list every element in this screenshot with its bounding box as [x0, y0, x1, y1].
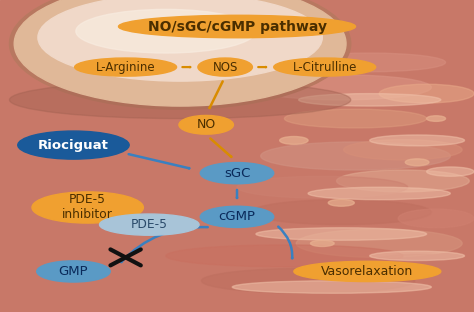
- Ellipse shape: [76, 9, 256, 53]
- Ellipse shape: [344, 140, 462, 160]
- Ellipse shape: [296, 229, 462, 257]
- Ellipse shape: [100, 214, 199, 235]
- Text: NO/sGC/cGMP pathway: NO/sGC/cGMP pathway: [147, 20, 327, 33]
- Ellipse shape: [256, 228, 427, 240]
- Ellipse shape: [398, 209, 474, 228]
- Ellipse shape: [310, 240, 334, 246]
- Ellipse shape: [232, 281, 431, 293]
- Ellipse shape: [200, 206, 274, 227]
- Ellipse shape: [308, 187, 450, 200]
- Ellipse shape: [9, 81, 351, 119]
- Ellipse shape: [32, 192, 143, 223]
- Ellipse shape: [251, 75, 431, 100]
- Ellipse shape: [14, 0, 346, 106]
- Text: cGMP: cGMP: [219, 210, 255, 223]
- Ellipse shape: [179, 115, 233, 134]
- Text: L-Arginine: L-Arginine: [96, 61, 155, 74]
- Text: NO: NO: [197, 118, 216, 131]
- Text: sGC: sGC: [224, 167, 250, 180]
- Ellipse shape: [427, 167, 474, 176]
- Ellipse shape: [237, 176, 408, 198]
- Ellipse shape: [118, 15, 356, 38]
- Ellipse shape: [370, 251, 465, 261]
- Ellipse shape: [251, 200, 431, 225]
- Ellipse shape: [405, 159, 429, 166]
- Ellipse shape: [261, 142, 450, 170]
- Text: PDE-5: PDE-5: [131, 218, 168, 231]
- Ellipse shape: [166, 245, 403, 267]
- Ellipse shape: [198, 58, 252, 76]
- Ellipse shape: [18, 131, 129, 159]
- Ellipse shape: [201, 268, 415, 293]
- Ellipse shape: [36, 261, 110, 282]
- Ellipse shape: [299, 94, 441, 106]
- Text: NOS: NOS: [212, 61, 238, 74]
- Text: Riociguat: Riociguat: [38, 139, 109, 152]
- Ellipse shape: [200, 163, 274, 184]
- Ellipse shape: [296, 114, 462, 136]
- Ellipse shape: [284, 109, 427, 128]
- Text: PDE-5
inhibitor: PDE-5 inhibitor: [62, 193, 113, 222]
- Ellipse shape: [337, 170, 469, 192]
- Ellipse shape: [294, 261, 441, 281]
- Ellipse shape: [427, 116, 446, 121]
- Ellipse shape: [75, 58, 176, 76]
- Text: L-Citrulline: L-Citrulline: [292, 61, 357, 74]
- Ellipse shape: [365, 254, 469, 276]
- Ellipse shape: [38, 0, 322, 81]
- Text: Vasorelaxation: Vasorelaxation: [321, 265, 413, 278]
- Text: GMP: GMP: [59, 265, 88, 278]
- Ellipse shape: [274, 58, 375, 76]
- Ellipse shape: [379, 84, 474, 103]
- Ellipse shape: [9, 0, 351, 109]
- Ellipse shape: [370, 135, 465, 146]
- Ellipse shape: [294, 53, 446, 72]
- Ellipse shape: [328, 199, 354, 206]
- Ellipse shape: [280, 136, 308, 144]
